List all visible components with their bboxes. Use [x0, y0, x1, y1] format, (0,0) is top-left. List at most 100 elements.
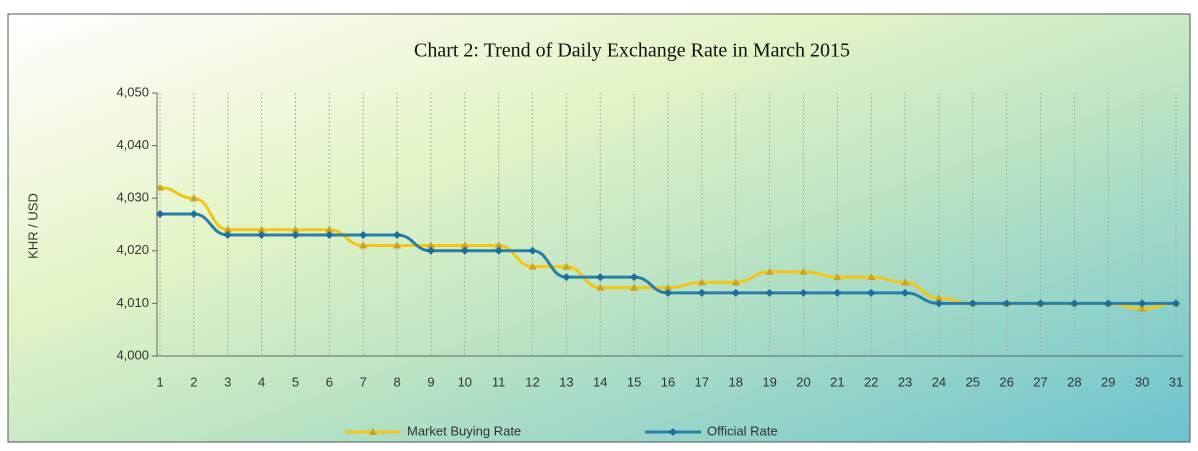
marker: [494, 241, 503, 249]
x-tick-label: 12: [525, 374, 539, 389]
marker: [189, 194, 198, 202]
marker: [393, 231, 402, 240]
marker: [528, 246, 537, 255]
marker: [562, 262, 571, 270]
x-tick-label: 26: [999, 374, 1013, 389]
marker: [669, 428, 677, 436]
x-tick-label: 29: [1101, 374, 1115, 389]
marker: [156, 209, 164, 218]
marker: [291, 231, 300, 240]
marker: [799, 267, 808, 275]
marker: [1002, 299, 1011, 308]
marker: [968, 299, 977, 308]
marker: [867, 288, 876, 297]
y-axis-label: KHR / USD: [25, 193, 40, 259]
marker: [664, 288, 672, 297]
y-tick-label: 4,050: [116, 84, 149, 99]
x-tick-label: 5: [292, 374, 299, 389]
marker: [1172, 299, 1180, 308]
marker: [1138, 299, 1147, 308]
y-tick-label: 4,020: [116, 242, 149, 257]
marker: [1070, 299, 1079, 308]
x-tick-label: 20: [796, 374, 810, 389]
marker: [528, 262, 537, 270]
x-tick-label: 10: [458, 374, 472, 389]
marker: [325, 225, 334, 233]
marker: [630, 283, 639, 291]
marker: [799, 288, 808, 297]
x-tick-label: 19: [762, 374, 776, 389]
marker: [257, 231, 266, 240]
y-tick-label: 4,030: [116, 190, 149, 205]
marker: [731, 278, 740, 286]
marker: [1036, 299, 1045, 308]
marker: [664, 283, 672, 291]
marker: [765, 267, 774, 275]
marker: [901, 288, 910, 297]
marker: [697, 278, 706, 286]
legend-label: Official Rate: [707, 423, 778, 438]
x-tick-label: 6: [326, 374, 333, 389]
marker: [156, 183, 164, 191]
x-tick-label: 14: [593, 374, 607, 389]
x-tick-label: 11: [492, 374, 506, 389]
x-tick-label: 2: [190, 374, 197, 389]
marker: [325, 231, 334, 240]
marker: [359, 231, 368, 240]
marker: [359, 241, 368, 249]
marker: [1104, 299, 1113, 308]
marker: [833, 288, 842, 297]
marker: [562, 273, 571, 282]
marker: [393, 241, 402, 249]
marker: [369, 428, 377, 435]
marker: [223, 231, 232, 240]
marker: [460, 246, 469, 255]
marker: [596, 273, 605, 282]
x-tick-label: 21: [830, 374, 844, 389]
x-tick-label: 22: [864, 374, 878, 389]
x-tick-label: 7: [360, 374, 367, 389]
x-tick-label: 30: [1135, 374, 1149, 389]
chart-title: Chart 2: Trend of Daily Exchange Rate in…: [414, 40, 850, 62]
x-tick-label: 25: [966, 374, 980, 389]
marker: [630, 273, 639, 282]
marker: [291, 225, 300, 233]
marker: [426, 246, 435, 255]
x-tick-label: 3: [224, 374, 231, 389]
x-tick-label: 8: [393, 374, 400, 389]
marker: [1138, 304, 1147, 312]
x-tick-label: 27: [1033, 374, 1047, 389]
marker: [257, 225, 266, 233]
x-tick-label: 23: [898, 374, 912, 389]
marker: [697, 288, 706, 297]
x-tick-label: 4: [258, 374, 265, 389]
background: [7, 13, 1191, 443]
legend-label: Market Buying Rate: [407, 423, 521, 438]
x-tick-label: 1: [156, 374, 163, 389]
y-tick-label: 4,000: [116, 347, 149, 362]
x-tick-label: 31: [1169, 374, 1183, 389]
x-tick-label: 24: [932, 374, 946, 389]
marker: [731, 288, 740, 297]
y-tick-label: 4,010: [116, 295, 149, 310]
marker: [596, 283, 605, 291]
x-tick-label: 15: [627, 374, 641, 389]
marker: [189, 209, 198, 218]
marker: [934, 294, 943, 302]
x-tick-label: 28: [1067, 374, 1081, 389]
marker: [934, 299, 943, 308]
x-tick-label: 13: [559, 374, 573, 389]
x-tick-label: 18: [728, 374, 742, 389]
x-tick-label: 17: [695, 374, 709, 389]
marker: [426, 241, 435, 249]
marker: [460, 241, 469, 249]
marker: [833, 273, 842, 281]
x-tick-label: 9: [427, 374, 434, 389]
marker: [494, 246, 503, 255]
marker: [867, 273, 876, 281]
y-tick-label: 4,040: [116, 137, 149, 152]
marker: [765, 288, 774, 297]
marker: [901, 278, 910, 286]
x-tick-label: 16: [661, 374, 675, 389]
